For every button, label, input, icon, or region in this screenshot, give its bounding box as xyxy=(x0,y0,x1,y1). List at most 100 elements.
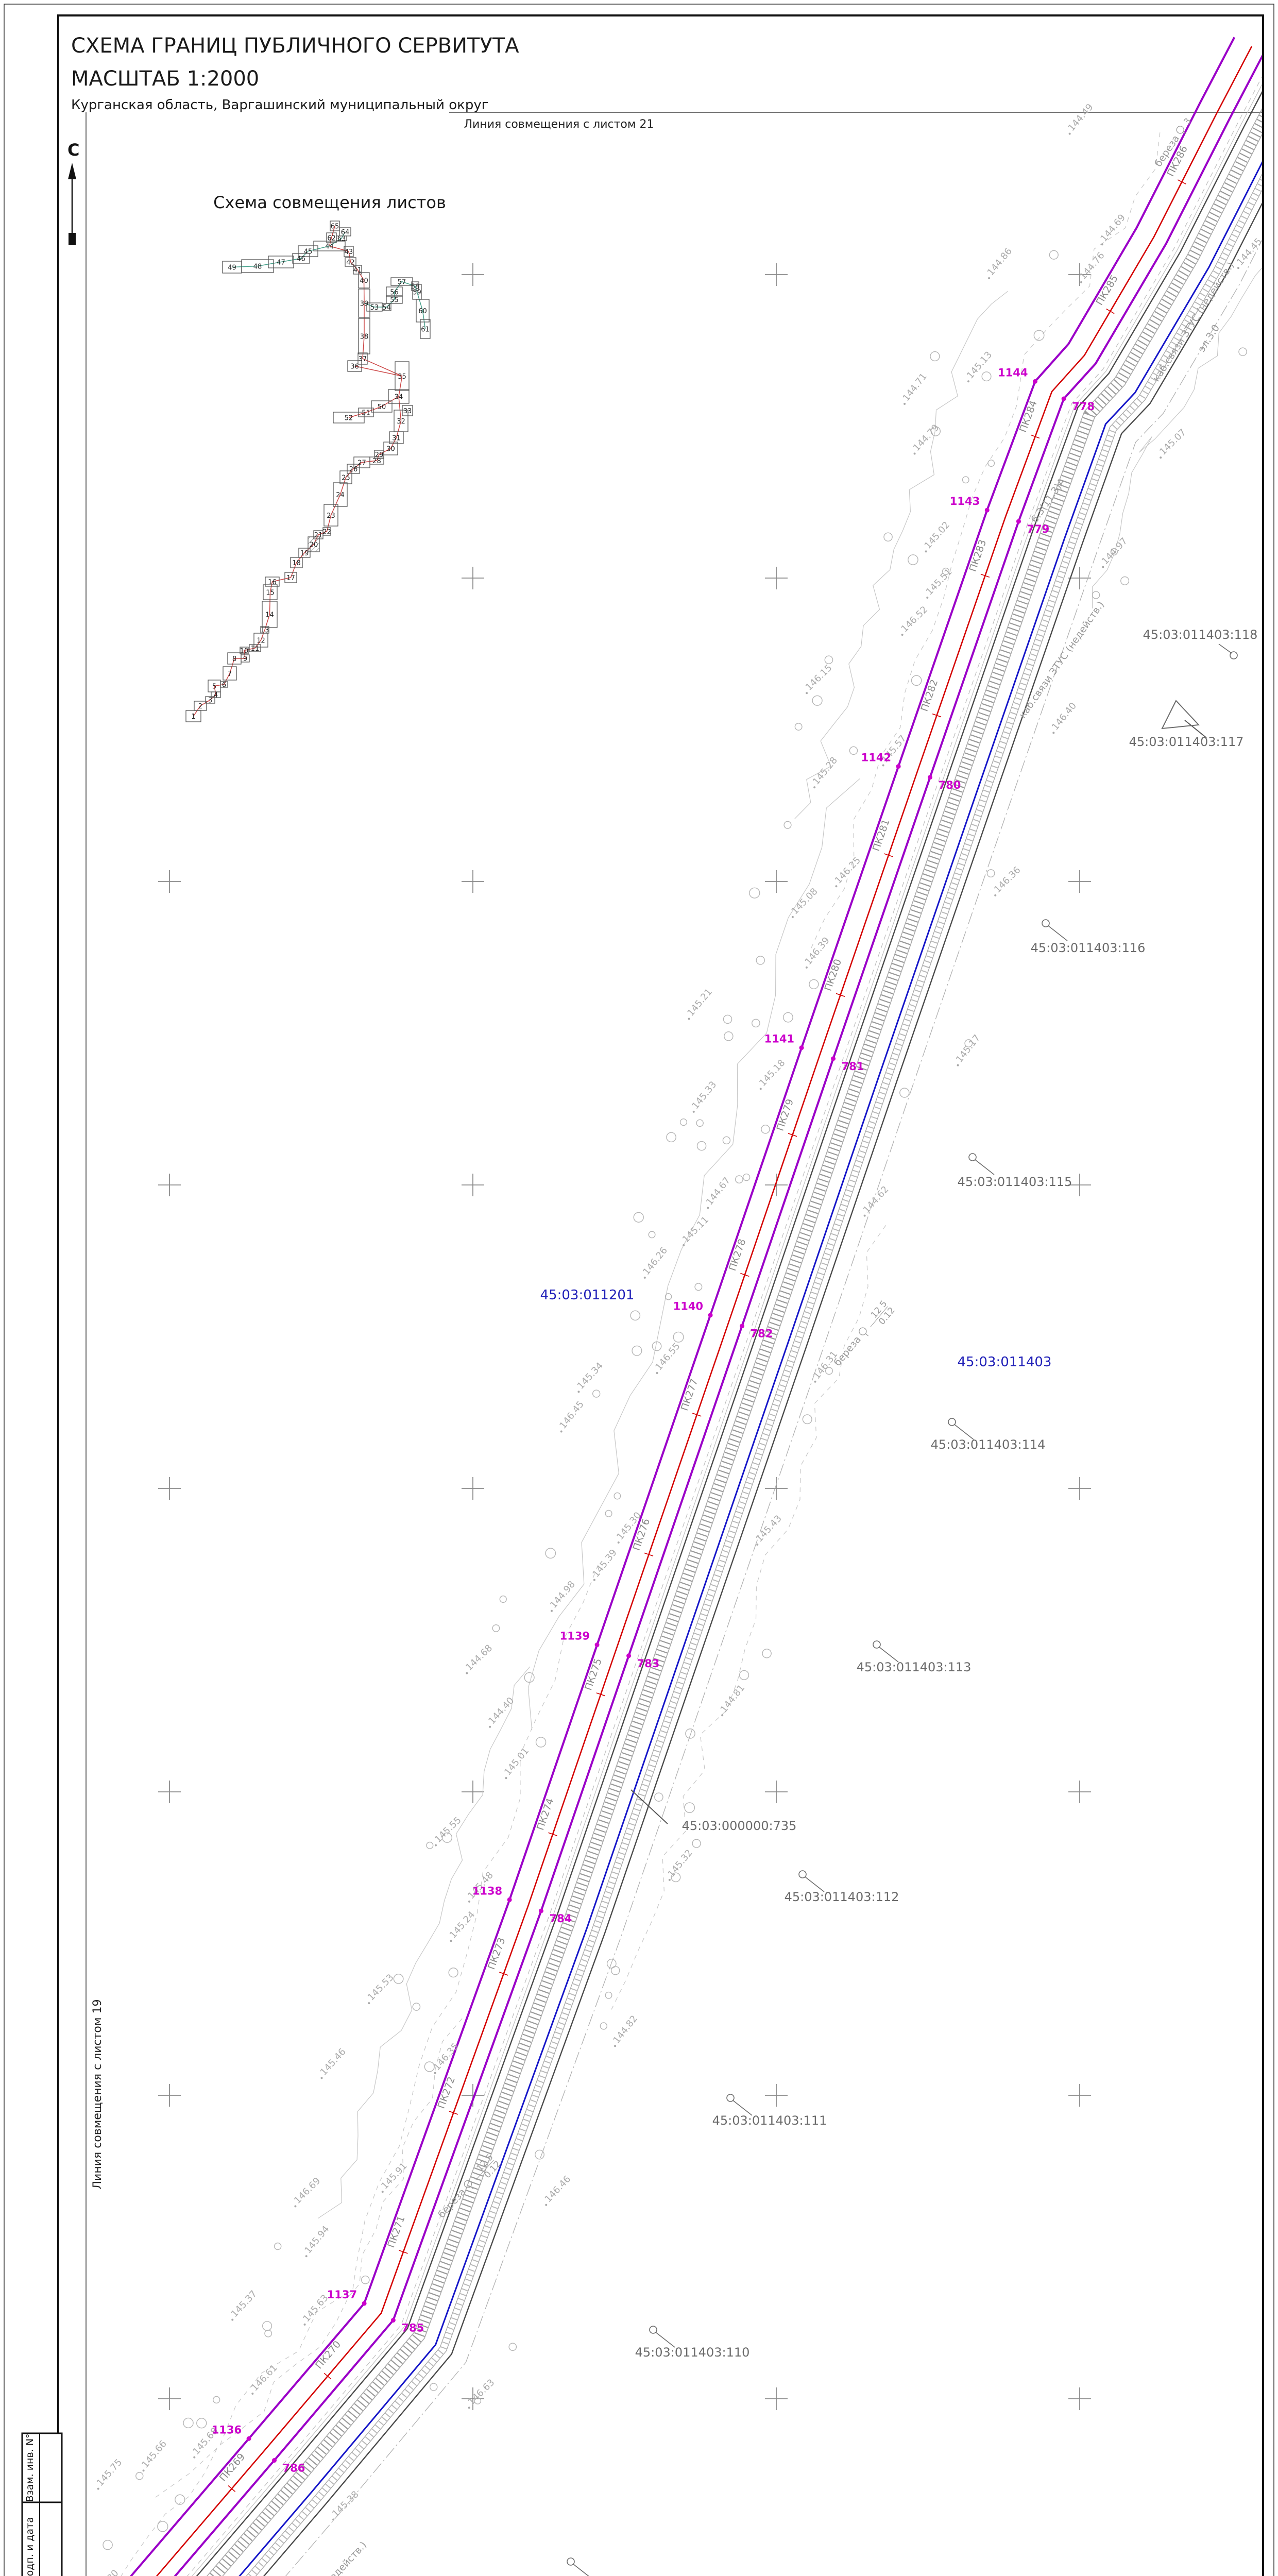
elevation-label: 146.63 xyxy=(466,2377,497,2408)
parcel-label: 45:03:011403:110 xyxy=(635,2345,750,2360)
tree-icon xyxy=(183,2417,194,2429)
road-edge-right xyxy=(263,202,1262,2576)
parcel-label: 45:03:011403:117 xyxy=(1129,735,1244,749)
tree-icon xyxy=(908,554,918,565)
tree-icon xyxy=(264,2329,272,2337)
tree-icon xyxy=(213,2396,220,2404)
picket-tick xyxy=(548,1832,557,1836)
inset-sheet-number: 65 xyxy=(331,223,339,231)
inset-sheet-36 xyxy=(347,360,362,372)
tree-icon xyxy=(430,2383,438,2391)
elevation-label: 146.46 xyxy=(543,2174,573,2205)
vertex-label-left: 1144 xyxy=(998,366,1028,379)
tree-icon xyxy=(606,1959,617,1969)
inset-sheet-25 xyxy=(339,470,352,484)
tree-icon xyxy=(671,1872,681,1883)
parcel-leader-line xyxy=(631,1789,668,1824)
picket-tick xyxy=(228,2485,236,2492)
grid-cross-icon xyxy=(765,1477,788,1500)
elevation-dot xyxy=(1237,267,1239,269)
elevation-dot xyxy=(505,1777,507,1780)
tree-icon xyxy=(684,1802,695,1814)
quarter-label-011403: 45:03:011403 xyxy=(958,1354,1052,1370)
ditch-edge-1 xyxy=(186,76,1262,2576)
tree-icon xyxy=(696,1141,707,1151)
inset-sheet-41 xyxy=(353,265,362,275)
elevation-label: 145.46 xyxy=(318,2046,348,2078)
parcel-leader-point xyxy=(567,2557,575,2566)
tree-icon xyxy=(1120,576,1130,585)
tree-icon xyxy=(614,1492,621,1500)
inset-sheet-49 xyxy=(222,261,242,274)
grid-cross-icon xyxy=(1068,263,1091,286)
grid-cross-icon xyxy=(765,567,788,589)
elevation-label: 145.17 xyxy=(954,1032,982,1064)
grid-cross-icon xyxy=(1068,1781,1091,1803)
road-edge-left xyxy=(196,91,1262,2576)
tree-icon xyxy=(666,1132,676,1143)
inset-sheet-32 xyxy=(394,410,408,432)
inset-sheet-number: 7 xyxy=(228,670,232,678)
grid-cross-icon xyxy=(765,1781,788,1803)
elevation-dot xyxy=(577,1391,580,1393)
elevation-dot xyxy=(97,2487,99,2490)
tree-icon xyxy=(448,1968,458,1978)
tree-icon xyxy=(742,1173,751,1181)
vertex-label-right: 780 xyxy=(939,779,961,791)
inset-sheet-number: 47 xyxy=(277,259,285,267)
grid-cross-icon xyxy=(765,2387,788,2410)
outer-border xyxy=(4,4,1274,2576)
elevation-dot xyxy=(835,885,838,888)
vertex-label-left: 1136 xyxy=(212,2424,242,2436)
inset-sheet-11 xyxy=(249,644,261,652)
parcel-leader-point xyxy=(798,1870,807,1878)
terrain-contours xyxy=(121,132,1262,2576)
elevation-label: 145.02 xyxy=(923,520,952,551)
elevation-dot xyxy=(251,2393,254,2395)
parcel-leader-line xyxy=(954,1424,974,1440)
vertex-label-left: 1137 xyxy=(327,2289,357,2301)
elevation-dot xyxy=(957,1064,959,1066)
elevation-dot xyxy=(988,277,991,279)
vertex-point xyxy=(708,1313,713,1318)
inset-sheet-number: 32 xyxy=(397,418,405,426)
inset-sheet-56 xyxy=(386,286,403,297)
vertex-point xyxy=(928,775,933,780)
page-scale: МАСШТАБ 1:2000 xyxy=(71,67,259,91)
stamp-row-podp: Подп. и дата xyxy=(24,2517,36,2576)
tree-icon xyxy=(545,1548,556,1559)
inset-sheet-35 xyxy=(395,361,410,391)
inset-sheet-47 xyxy=(268,256,294,268)
tree-icon xyxy=(630,1310,641,1321)
elevation-label: 145.08 xyxy=(789,886,820,917)
inset-sheet-number: 44 xyxy=(325,243,334,251)
parcel-leader-line xyxy=(1218,643,1232,654)
elevation-dot xyxy=(806,692,808,694)
inset-sheet-28 xyxy=(369,456,384,465)
picket-label: ПК270 xyxy=(313,2338,343,2371)
inset-sheet-22 xyxy=(322,527,331,536)
north-arrow-icon: С xyxy=(67,140,79,245)
elevation-label: 145.28 xyxy=(811,755,840,787)
vegetation-fraction-bar xyxy=(475,2160,494,2180)
grid-cross-icon xyxy=(462,1477,484,1500)
inset-sheet-number: 63 xyxy=(337,235,346,243)
inset-sheet-55 xyxy=(386,295,403,304)
ditch-edge-2 xyxy=(192,83,1262,2576)
grid-cross-icon xyxy=(1068,1477,1091,1500)
inset-sheet-number: 38 xyxy=(360,333,369,341)
inset-sheet-number: 26 xyxy=(349,466,358,473)
elevation-dot xyxy=(813,786,816,789)
tree-glyph-stem xyxy=(1183,131,1187,134)
grid-cross-icon xyxy=(462,263,484,286)
elevation-dot xyxy=(863,1214,866,1217)
elevation-dot xyxy=(994,894,997,896)
inset-sheet-number: 45 xyxy=(304,248,313,256)
picket-label: ПК273 xyxy=(486,1936,507,1971)
match-line-top-label: Линия совмещения с листом 21 xyxy=(464,118,654,131)
geodetic-point-icon xyxy=(1161,700,1200,730)
railway-axis-blue xyxy=(238,161,1262,2576)
